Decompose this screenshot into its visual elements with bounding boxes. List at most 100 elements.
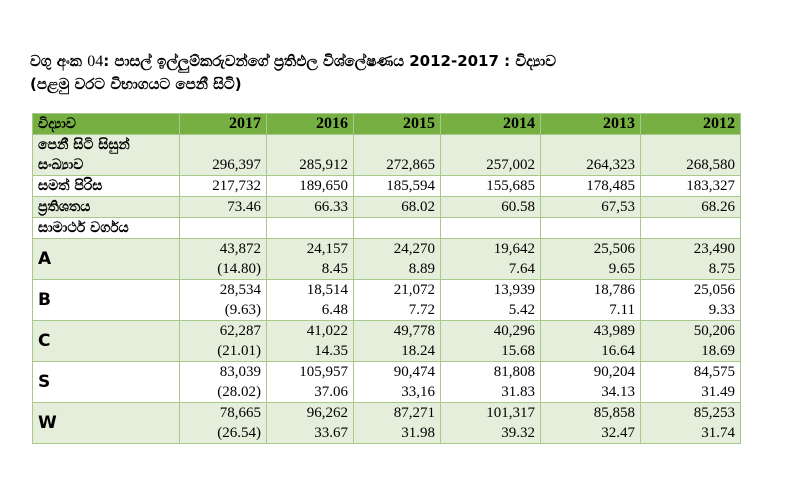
- grade-percent: (21.01): [217, 343, 261, 359]
- grade-count: 25,056: [693, 282, 735, 298]
- title-line-1: වගු අංක 04: පාසල් ඉල්ලුම්කරුවන්ගේ ප්‍රති…: [30, 50, 770, 73]
- grade-cell: 25,056 9.33: [640, 279, 741, 321]
- grade-cell: 25,506 9.65: [540, 238, 641, 280]
- grade-cell: 84,575 31.49: [640, 361, 741, 403]
- grade-row: C 62,287 (21.01) 41,022 14.35 49,778 18.24 40,2…: [32, 320, 741, 362]
- grade-count: 40,296: [493, 323, 535, 339]
- grade-cell: 13,939 5.42: [440, 279, 541, 321]
- table-cell: 217,732: [179, 175, 267, 197]
- table-cell: 257,002: [440, 134, 541, 176]
- grade-count: 81,808: [493, 364, 535, 380]
- grade-cell: 40,296 15.68: [440, 320, 541, 362]
- grade-percent: 9.65: [608, 261, 635, 277]
- table-cell: 264,323: [540, 134, 641, 176]
- grade-count: 41,022: [306, 323, 348, 339]
- grade-percent: 9.33: [708, 302, 735, 318]
- results-table-body: විද්‍යාව 2017 2016 2015 2014 2013 2012 ප…: [32, 113, 741, 444]
- grade-cell: 18,786 7.11: [540, 279, 641, 321]
- grade-count: 24,270: [393, 241, 435, 257]
- table-cell: [353, 217, 441, 239]
- grade-percent: 37.06: [314, 384, 348, 400]
- grade-count: 105,957: [299, 364, 348, 380]
- table-title: වගු අංක 04: පාසල් ඉල්ලුම්කරුවන්ගේ ප්‍රති…: [30, 50, 770, 96]
- grade-count: 24,157: [306, 241, 348, 257]
- table-row: සාමාර්ථ වර්ගය: [32, 217, 741, 239]
- header-year: 2016: [266, 113, 354, 135]
- grade-count: 101,317: [486, 405, 535, 421]
- grade-count: 78,665: [219, 405, 261, 421]
- table-cell: [179, 217, 267, 239]
- grade-count: 28,534: [219, 282, 261, 298]
- grade-row: W 78,665 (26.54) 96,262 33.67 87,271 31.98 101,…: [32, 402, 741, 444]
- table-cell: 67,53: [540, 196, 641, 218]
- grade-count: 18,514: [306, 282, 348, 298]
- table-row: සමත් පිරිස 217,732 189,650 185,594 155,685 17…: [32, 175, 741, 197]
- grade-count: 50,206: [693, 323, 735, 339]
- grade-label: S: [32, 361, 180, 403]
- grade-cell: 85,253 31.74: [640, 402, 741, 444]
- table-cell: [266, 217, 354, 239]
- grade-cell: 90,474 33,16: [353, 361, 441, 403]
- grade-percent: 18.24: [401, 343, 435, 359]
- title-suffix: : පාසල් ඉල්ලුම්කරුවන්ගේ ප්‍රතිඵල විශ්ලේෂ…: [103, 52, 556, 70]
- grade-percent: 15.68: [501, 343, 535, 359]
- table-cell: 68.26: [640, 196, 741, 218]
- row-label: පෙනී සිටි සිසුන් සංඛ්‍යාව: [32, 134, 180, 176]
- grade-percent: 8.75: [708, 261, 735, 277]
- grade-cell: 23,490 8.75: [640, 238, 741, 280]
- grade-cell: 43,872 (14.80): [179, 238, 267, 280]
- table-cell: [640, 217, 741, 239]
- table-cell: 183,327: [640, 175, 741, 197]
- header-year: 2013: [540, 113, 641, 135]
- grade-count: 62,287: [219, 323, 261, 339]
- grade-count: 21,072: [393, 282, 435, 298]
- grade-cell: 43,989 16.64: [540, 320, 641, 362]
- grade-label: A: [32, 238, 180, 280]
- table-cell: 155,685: [440, 175, 541, 197]
- header-year: 2012: [640, 113, 741, 135]
- grade-label: W: [32, 402, 180, 444]
- grade-percent: 31.83: [501, 384, 535, 400]
- grade-cell: 90,204 34.13: [540, 361, 641, 403]
- grade-count: 18,786: [593, 282, 635, 298]
- title-number: 04: [87, 53, 104, 70]
- grade-row: A 43,872 (14.80) 24,157 8.45 24,270 8.89 19,642…: [32, 238, 741, 280]
- grade-count: 90,474: [393, 364, 435, 380]
- grade-cell: 105,957 37.06: [266, 361, 354, 403]
- table-cell: 185,594: [353, 175, 441, 197]
- grade-count: 85,253: [693, 405, 735, 421]
- grade-cell: 87,271 31.98: [353, 402, 441, 444]
- table-cell: 272,865: [353, 134, 441, 176]
- grade-percent: 32.47: [601, 425, 635, 441]
- grade-cell: 78,665 (26.54): [179, 402, 267, 444]
- row-label: සමත් පිරිස: [32, 175, 180, 197]
- table-cell: 296,397: [179, 134, 267, 176]
- row-label: ප්‍රතිශතය: [32, 196, 180, 218]
- table-cell: 268,580: [640, 134, 741, 176]
- results-table: විද්‍යාව 2017 2016 2015 2014 2013 2012 ප…: [32, 113, 741, 444]
- grade-label: B: [32, 279, 180, 321]
- grade-count: 83,039: [219, 364, 261, 380]
- grade-percent: 33.67: [314, 425, 348, 441]
- grade-label: C: [32, 320, 180, 362]
- table-cell: 73.46: [179, 196, 267, 218]
- grade-count: 85,858: [593, 405, 635, 421]
- grade-cell: 24,270 8.89: [353, 238, 441, 280]
- grade-percent: (14.80): [217, 261, 261, 277]
- grade-cell: 62,287 (21.01): [179, 320, 267, 362]
- grade-percent: 7.72: [408, 302, 435, 318]
- table-cell: 60.58: [440, 196, 541, 218]
- grade-count: 19,642: [493, 241, 535, 257]
- grade-percent: 31.49: [701, 384, 735, 400]
- grade-count: 90,204: [593, 364, 635, 380]
- table-cell: [540, 217, 641, 239]
- grade-count: 96,262: [306, 405, 348, 421]
- table-cell: 68.02: [353, 196, 441, 218]
- grade-cell: 18,514 6.48: [266, 279, 354, 321]
- grade-percent: 8.89: [408, 261, 435, 277]
- grade-cell: 50,206 18.69: [640, 320, 741, 362]
- table-cell: [440, 217, 541, 239]
- grade-percent: (9.63): [224, 302, 261, 318]
- grade-cell: 24,157 8.45: [266, 238, 354, 280]
- grade-cell: 19,642 7.64: [440, 238, 541, 280]
